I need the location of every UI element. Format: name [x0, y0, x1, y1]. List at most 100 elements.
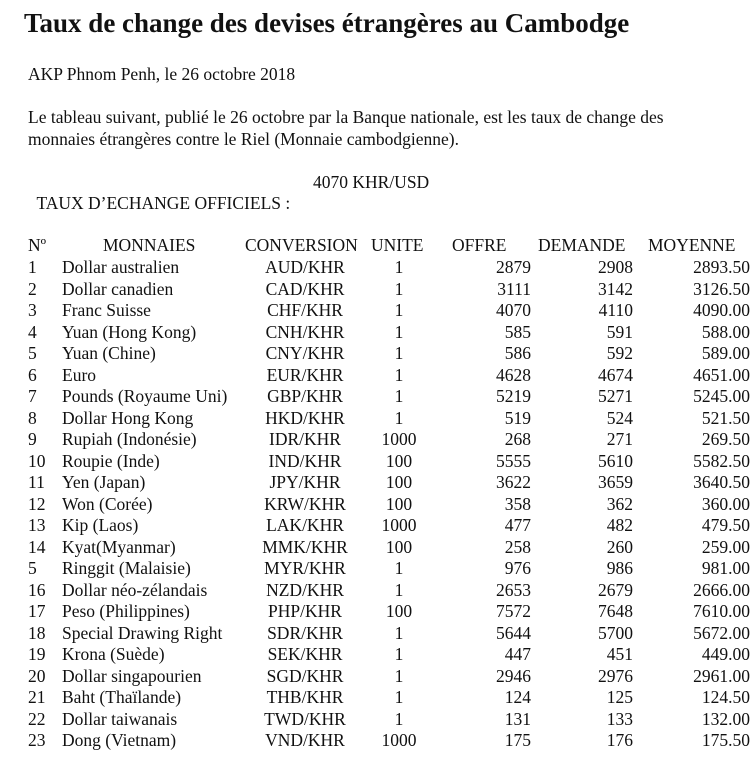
conversion-pair: NZD/KHR	[266, 579, 344, 600]
demande-value: 5700	[598, 622, 633, 643]
conversion-pair: THB/KHR	[266, 687, 344, 707]
header-no: Nº	[28, 235, 47, 255]
row-number: 20	[28, 665, 46, 686]
demande-value: 362	[606, 493, 633, 514]
moyenne-value: 3126.50	[693, 278, 750, 299]
conversion-pair: CNY/KHR	[265, 343, 345, 363]
offre-value: 477	[504, 515, 531, 535]
table-body: 1 Dollar australien AUD/KHR 1 2879 2908 2893.5…	[0, 257, 750, 752]
conversion-pair: KRW/KHR	[264, 493, 346, 514]
conversion-pair: IND/KHR	[268, 450, 342, 471]
moyenne-value: 259.00	[701, 536, 750, 557]
header-moyenne: MOYENNE	[648, 235, 736, 255]
offre-value: 124	[504, 687, 531, 707]
header-offre: OFFRE	[452, 235, 507, 255]
table-row: 4 Yuan (Hong Kong) CNH/KHR 1 585 591 588.00	[0, 322, 750, 344]
offre-value: 175	[504, 730, 531, 750]
conversion-pair: HKD/KHR	[265, 407, 345, 428]
offre-value: 5555	[496, 450, 531, 471]
offre-value: 3111	[497, 278, 531, 299]
currency-name: Ringgit (Malaisie)	[62, 558, 191, 578]
row-number: 22	[28, 708, 46, 729]
unit-value: 1	[394, 579, 404, 600]
conversion-pair: CAD/KHR	[265, 278, 345, 299]
conversion-pair: CNH/KHR	[265, 321, 345, 342]
demande-value: 591	[606, 321, 633, 342]
intro-paragraph: Le tableau suivant, publié le 26 octobre…	[28, 107, 664, 149]
demande-value: 271	[606, 429, 633, 449]
unit-value: 1	[394, 386, 404, 406]
currency-name: Dollar Hong Kong	[62, 407, 194, 428]
unit-value: 1	[394, 321, 404, 342]
offre-value: 586	[504, 343, 531, 363]
currency-name: Euro	[62, 364, 97, 385]
currency-name: Dollar canadien	[62, 278, 174, 299]
page-title: Taux de change des devises étrangères au…	[24, 8, 630, 38]
table-row: 18 Special Drawing Right SDR/KHR 1 5644 5700 5…	[0, 623, 750, 645]
row-number: 17	[28, 601, 46, 621]
row-number: 8	[28, 407, 37, 428]
row-number: 14	[28, 536, 46, 557]
table-row: 12 Won (Corée) KRW/KHR 100 358 362 360.00	[0, 494, 750, 516]
table-row: 3 Franc Suisse CHF/KHR 1 4070 4110 4090.00	[0, 300, 750, 322]
conversion-pair: AUD/KHR	[265, 257, 345, 277]
table-row: 10 Roupie (Inde) IND/KHR 100 5555 5610 5582.50	[0, 451, 750, 473]
conversion-pair: CHF/KHR	[267, 300, 343, 320]
conversion-pair: LAK/KHR	[266, 515, 344, 535]
unit-value: 100	[385, 536, 413, 557]
offre-value: 258	[504, 536, 531, 557]
row-number: 1	[28, 257, 37, 277]
table-row: 5 Yuan (Chine) CNY/KHR 1 586 592 589.00	[0, 343, 750, 365]
offre-value: 3622	[496, 472, 531, 492]
offre-value: 2879	[496, 257, 531, 277]
demande-value: 2908	[598, 257, 633, 277]
moyenne-value: 2961.00	[693, 665, 750, 686]
currency-name: Kyat(Myanmar)	[62, 536, 176, 557]
unit-value: 1000	[381, 730, 417, 750]
offre-value: 358	[504, 493, 531, 514]
unit-value: 1	[394, 407, 404, 428]
currency-name: Yuan (Chine)	[62, 343, 156, 363]
offre-value: 2946	[496, 665, 531, 686]
table-row: 7 Pounds (Royaume Uni) GBP/KHR 1 5219 5271 524…	[0, 386, 750, 408]
row-number: 6	[28, 364, 37, 385]
moyenne-value: 7610.00	[693, 601, 750, 621]
conversion-pair: VND/KHR	[265, 730, 345, 750]
demande-value: 125	[606, 687, 633, 707]
official-rate-label: TAUX D’ECHANGE OFFICIELS :	[36, 193, 291, 213]
demande-value: 4674	[598, 364, 633, 385]
unit-value: 100	[385, 601, 413, 621]
demande-value: 5610	[598, 450, 633, 471]
currency-name: Kip (Laos)	[62, 515, 139, 535]
conversion-pair: SEK/KHR	[267, 644, 343, 664]
offre-value: 2653	[496, 579, 531, 600]
currency-name: Yen (Japan)	[62, 472, 146, 492]
moyenne-value: 124.50	[701, 687, 750, 707]
currency-name: Dong (Vietnam)	[62, 730, 177, 750]
row-number: 11	[28, 472, 45, 492]
unit-value: 1	[394, 364, 404, 385]
currency-name: Won (Corée)	[62, 493, 153, 514]
moyenne-value: 588.00	[701, 321, 750, 342]
offre-value: 4628	[496, 364, 531, 385]
header-unite: UNITE	[371, 235, 424, 255]
table-row: 9 Rupiah (Indonésie) IDR/KHR 1000 268 271 269.…	[0, 429, 750, 451]
demande-value: 2679	[598, 579, 633, 600]
demande-value: 986	[606, 558, 633, 578]
currency-name: Dollar australien	[62, 257, 180, 277]
offre-value: 5644	[496, 622, 531, 643]
currency-name: Baht (Thaïlande)	[62, 687, 182, 707]
table-row: 13 Kip (Laos) LAK/KHR 1000 477 482 479.50	[0, 515, 750, 537]
unit-value: 1	[394, 708, 404, 729]
offre-value: 7572	[496, 601, 531, 621]
demande-value: 176	[606, 730, 633, 750]
moyenne-value: 5245.00	[693, 386, 750, 406]
demande-value: 133	[606, 708, 633, 729]
table-row: 8 Dollar Hong Kong HKD/KHR 1 519 524 521.50	[0, 408, 750, 430]
unit-value: 1	[394, 257, 404, 277]
currency-name: Yuan (Hong Kong)	[62, 321, 197, 342]
currency-name: Franc Suisse	[62, 300, 151, 320]
moyenne-value: 5582.50	[693, 450, 750, 471]
row-number: 23	[28, 730, 46, 750]
offre-value: 585	[504, 321, 531, 342]
